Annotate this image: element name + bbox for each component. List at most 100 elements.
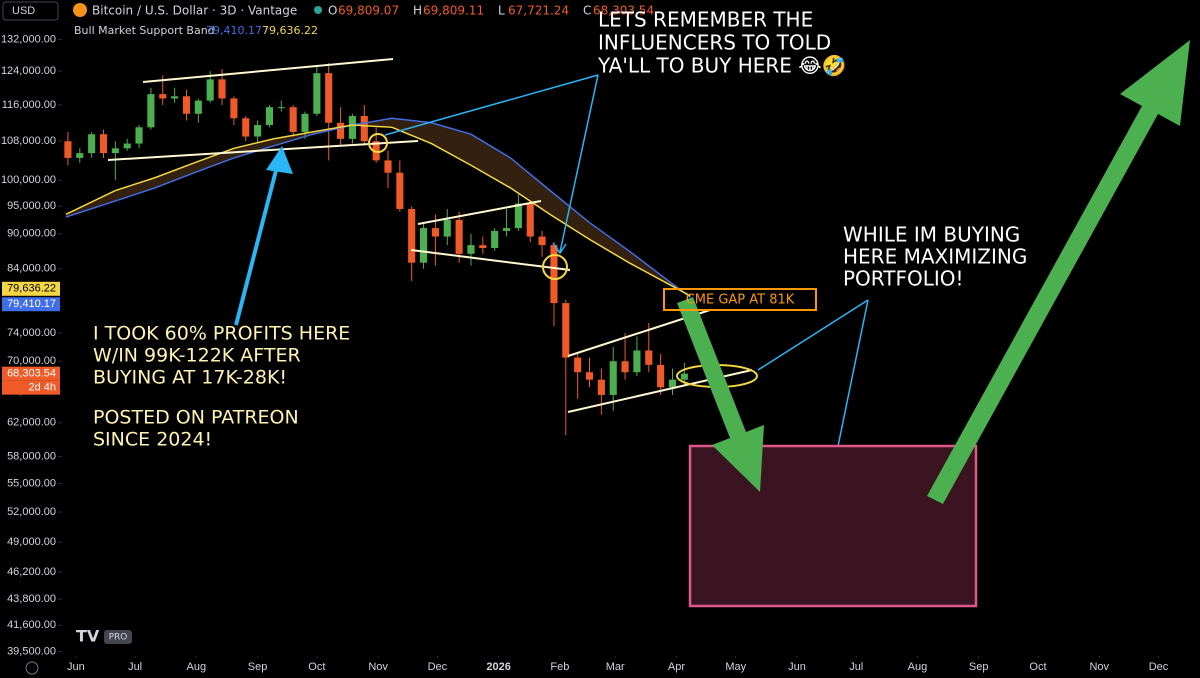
y-tick-label: 52,000.00 [7,506,56,518]
annotation-line: I TOOK 60% PROFITS HERE [93,323,350,345]
candle-body [99,134,108,154]
candle-body [680,373,688,380]
plot-area [64,63,691,436]
x-tick-label: Feb [550,661,569,673]
candle-body [574,357,582,373]
y-tick-label: 116,000.00 [2,99,56,111]
target-zone [688,444,978,608]
settings-icon[interactable] [25,661,39,675]
ohlc-key: O [328,4,337,18]
candle-body [123,143,131,149]
arrowhead [552,242,567,255]
candle-body [372,141,380,161]
up-arrow [927,40,1190,504]
candle-body [443,219,451,237]
y-tick-label: 95,000.00 [7,200,56,212]
highlight-circle [368,133,388,153]
y-tick-label: 46,200.00 [7,566,56,578]
price-label: 79,636.22 [7,283,56,295]
callout-line [384,74,599,136]
annotation-line: W/IN 99K-122K AFTER [93,345,301,367]
candle-body [265,107,274,126]
x-tick-label: Jul [128,661,142,673]
y-tick-label: 39,500.00 [7,645,56,657]
ohlc-value: 67,721.24 [508,4,569,18]
countdown: 2d 4h [28,382,56,394]
candle-body [431,228,439,237]
candle-body [467,245,475,254]
trendlines [107,58,753,413]
arrowhead [266,146,293,174]
x-tick-label: Oct [1029,661,1046,673]
candle-body [502,228,511,231]
candle-body [514,203,522,229]
currency[interactable]: USD [12,5,35,17]
candle-body [289,107,297,132]
price-label: 79,410.17 [7,298,56,310]
logo-mark: TV [76,627,100,646]
candle-body [337,122,345,139]
candle-body [408,208,416,263]
candle-body [254,125,262,137]
annotation-line: LETS REMEMBER THE [598,8,813,32]
annotation-line: INFLUENCERS TO TOLD [598,31,831,55]
annotation-line: WHILE IM BUYING [843,223,1020,247]
x-tick-label: Aug [908,661,928,673]
x-tick-label: Aug [187,661,207,673]
candle-body [550,245,558,304]
symbol-icon [73,3,87,17]
candle-body [479,245,487,249]
candle-body [171,96,179,99]
candle-body [111,148,119,154]
y-tick-label: 132,000.00 [1,33,56,45]
candle-body [645,350,653,365]
price-label-bg [2,281,60,296]
y-tick-label: 49,000.00 [7,536,56,548]
candle-body [348,116,356,139]
trendline [107,140,419,161]
annotation-line: POSTED ON PATREON [93,407,299,429]
y-tick-label: 70,000.00 [7,355,56,367]
x-tick-label: Apr [668,661,685,673]
emoji: 😱 [334,162,365,197]
x-tick-label: May [725,661,746,673]
x-tick-label: Oct [308,661,325,673]
callout-line [757,299,869,371]
x-tick-label: Sep [248,661,268,673]
price-label-bg [2,366,60,381]
candle-body [76,153,84,158]
countdown-bg [2,380,60,395]
y-tick-label: 90,000.00 [7,228,56,240]
candle-body [668,379,677,388]
cme-box [663,288,817,311]
ohlc-key: C [583,4,591,18]
x-tick-label: Dec [428,661,448,673]
candle-body [313,73,321,114]
trendline [417,200,542,225]
candle-body [230,98,238,119]
candle-body [159,94,167,99]
y-tick-label: 84,000.00 [7,263,56,275]
y-tick-label: 108,000.00 [1,135,56,147]
band-line [65,124,691,297]
annotation-line: PORTFOLIO! [843,267,964,291]
symbol: Bitcoin / U.S. Dollar · 3D · Vantage [92,4,297,18]
x-tick-label: Dec [1149,661,1169,673]
emoji: 😱 [507,278,538,313]
candle-body [609,361,617,395]
y-tick-label: 74,000.00 [7,327,56,339]
candle-body [135,127,143,144]
candle-body [491,230,499,249]
callout-line [559,74,599,253]
currency-box[interactable] [2,1,59,21]
candle-body [657,364,665,388]
candle-body [206,79,214,101]
x-tick-label: Jun [67,661,85,673]
arrow-shaft [234,154,282,326]
indicator-name: Bull Market Support Band [74,24,215,37]
candle-body [182,96,191,114]
candle-body [88,134,96,154]
annotation-line: YA'LL TO BUY HERE 😂🤣 [597,54,847,79]
x-tick-label: Mar [606,661,625,673]
